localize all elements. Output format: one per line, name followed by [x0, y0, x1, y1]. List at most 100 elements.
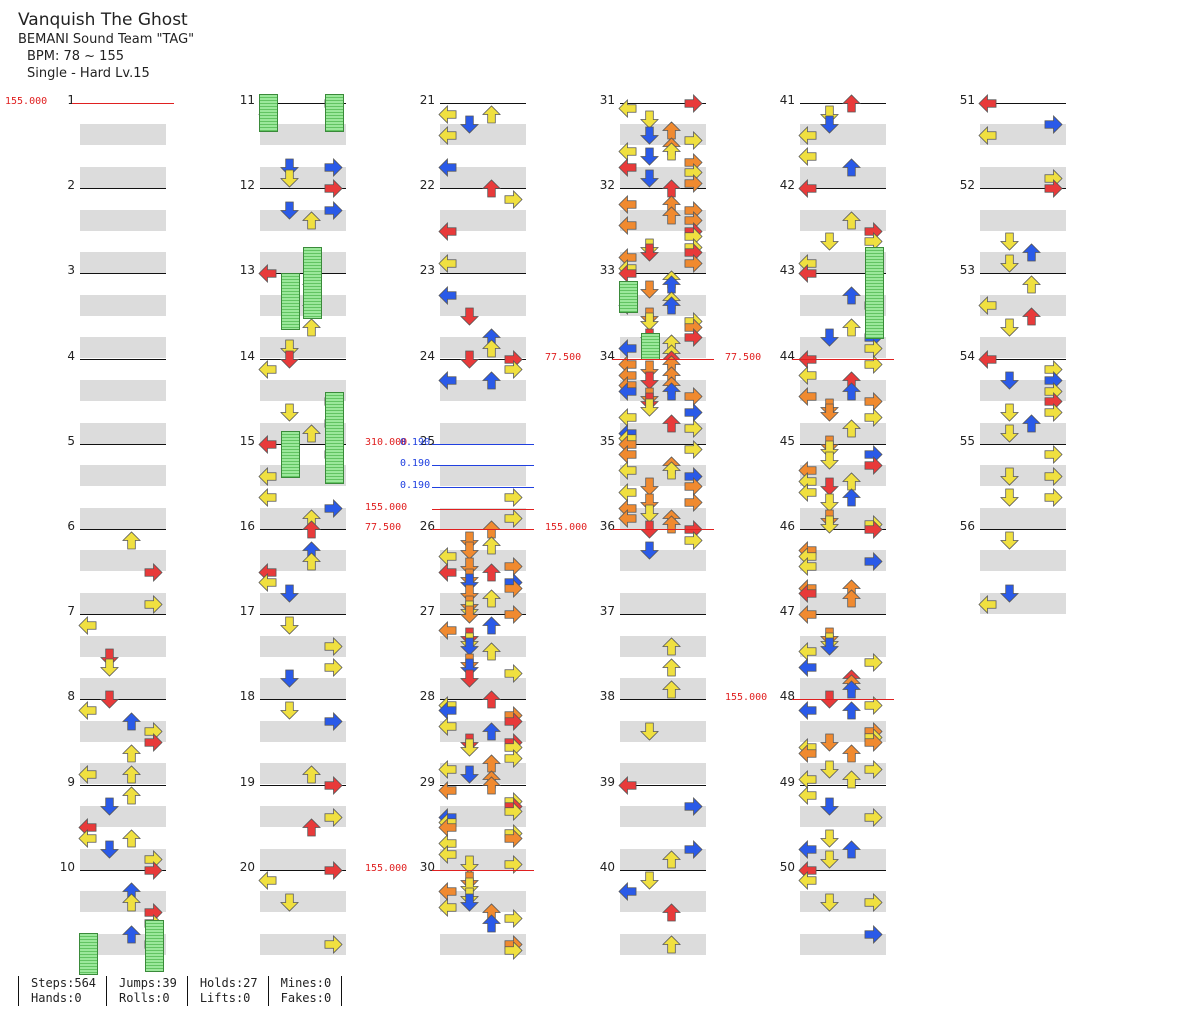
beat-stripe — [800, 507, 886, 529]
up-arrow-icon — [662, 461, 681, 480]
up-arrow-icon — [482, 371, 501, 390]
stat-jumps: Jumps:39 — [106, 976, 188, 991]
beat-stripe — [80, 422, 166, 444]
beat-stripe — [620, 465, 706, 487]
measure-number: 29 — [419, 774, 435, 789]
down-arrow-icon — [640, 541, 659, 560]
beat-stripe — [800, 550, 886, 572]
beat-stripe — [980, 166, 1066, 188]
measure-number: 16 — [239, 519, 255, 533]
beat-stripe — [800, 848, 886, 870]
down-arrow-icon — [820, 637, 839, 656]
down-arrow-icon — [460, 307, 479, 326]
right-arrow-icon — [684, 94, 703, 113]
down-arrow-icon — [820, 403, 839, 422]
hold-note — [325, 392, 344, 485]
down-arrow-icon — [280, 701, 299, 720]
down-arrow-icon — [1000, 424, 1019, 443]
up-arrow-icon — [842, 211, 861, 230]
beat-stripe — [800, 891, 886, 913]
hold-note — [145, 920, 164, 973]
down-arrow-icon — [100, 840, 119, 859]
measure-line — [620, 869, 706, 871]
left-arrow-icon — [258, 434, 277, 454]
up-arrow-icon — [122, 829, 141, 848]
up-arrow-icon — [302, 318, 321, 337]
measure-line — [440, 614, 526, 616]
right-arrow-icon — [504, 509, 523, 529]
left-arrow-icon — [618, 509, 637, 529]
up-arrow-icon — [482, 536, 501, 555]
down-arrow-icon — [640, 398, 659, 417]
beat-stripe — [800, 166, 886, 188]
beat-stripe — [800, 124, 886, 146]
measure-number: 52 — [959, 178, 975, 193]
beat-stripe — [800, 592, 886, 614]
right-arrow-icon — [324, 637, 343, 657]
beat-stripe — [440, 891, 526, 913]
up-arrow-icon — [662, 413, 681, 433]
measure-line — [260, 188, 346, 190]
up-arrow-icon — [842, 680, 861, 699]
up-arrow-icon — [482, 339, 501, 358]
beat-stripe — [980, 422, 1066, 444]
beat-stripe — [620, 678, 706, 700]
measure-line — [260, 103, 346, 104]
left-arrow-icon — [798, 583, 817, 603]
down-arrow-icon — [460, 573, 479, 592]
up-arrow-icon — [662, 935, 681, 954]
measure-number: 48 — [779, 689, 795, 704]
beat-stripe — [260, 550, 346, 572]
down-arrow-icon — [460, 893, 479, 912]
right-arrow-icon — [504, 828, 523, 848]
down-arrow-icon — [280, 584, 299, 603]
measure-line — [980, 273, 1066, 275]
beat-stripe — [80, 805, 166, 827]
down-arrow-icon — [460, 765, 479, 784]
up-arrow-icon — [662, 903, 681, 922]
left-arrow-icon — [798, 264, 817, 284]
beat-stripe — [80, 763, 166, 785]
down-arrow-icon — [640, 243, 659, 262]
beat-stripe — [800, 763, 886, 785]
right-arrow-icon — [684, 839, 703, 859]
stat-holds: Holds:27 — [186, 976, 269, 991]
left-arrow-icon — [798, 786, 817, 806]
beat-stripe — [980, 592, 1066, 614]
up-arrow-icon — [482, 616, 501, 635]
stop-line — [432, 464, 534, 466]
down-arrow-icon — [820, 733, 839, 752]
measure-line — [800, 273, 886, 275]
measure-number: 12 — [239, 178, 255, 193]
measure-number: 5 — [67, 433, 75, 448]
up-arrow-icon — [122, 712, 141, 731]
beat-stripe — [260, 124, 346, 146]
right-arrow-icon — [1044, 466, 1063, 486]
hold-note — [303, 247, 322, 320]
stat-hands: Hands:0 — [17, 991, 107, 1006]
measure-line — [260, 443, 346, 445]
bpm-change-label: 155.000 — [545, 522, 588, 533]
beat-stripe — [260, 507, 346, 529]
beat-stripe — [440, 933, 526, 955]
measure-number: 20 — [239, 859, 255, 874]
right-arrow-icon — [864, 924, 883, 944]
down-arrow-icon — [280, 350, 299, 369]
measure-line — [620, 273, 706, 275]
down-arrow-icon — [460, 738, 479, 757]
left-arrow-icon — [78, 828, 97, 848]
right-arrow-icon — [504, 189, 523, 209]
beat-stripe — [980, 124, 1066, 146]
measure-number: 18 — [239, 689, 255, 704]
right-arrow-icon — [864, 408, 883, 428]
up-arrow-icon — [842, 839, 861, 859]
measure-line — [800, 614, 886, 616]
down-arrow-icon — [460, 557, 479, 576]
bpm-change-label: 77.500 — [725, 351, 762, 363]
measure-number: 25 — [419, 433, 435, 448]
down-arrow-icon — [820, 515, 839, 534]
up-arrow-icon — [482, 642, 501, 661]
measure-line — [800, 784, 886, 786]
right-arrow-icon — [324, 200, 343, 220]
beat-stripe — [980, 379, 1066, 401]
